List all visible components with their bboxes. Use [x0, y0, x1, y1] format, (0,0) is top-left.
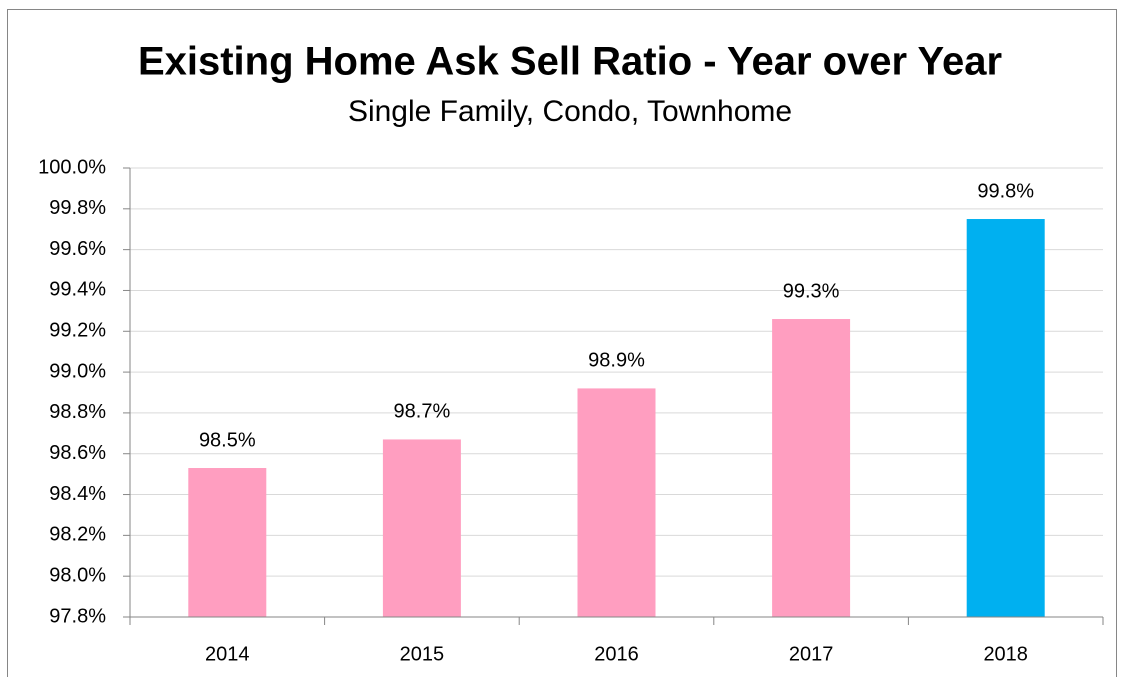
bar	[577, 388, 656, 617]
y-tick-label: 99.0%	[49, 360, 106, 382]
data-label: 98.7%	[394, 401, 451, 423]
y-tick-label: 98.2%	[49, 524, 106, 546]
bar	[188, 468, 267, 617]
chart-title: Existing Home Ask Sell Ratio - Year over…	[138, 40, 1002, 84]
y-tick-label: 99.2%	[49, 320, 106, 342]
x-tick-label: 2016	[594, 643, 639, 665]
chart-frame	[7, 9, 1117, 677]
bar	[772, 319, 851, 617]
data-label: 99.3%	[783, 280, 840, 302]
data-label: 98.5%	[199, 429, 256, 451]
y-tick-label: 100.0%	[38, 156, 106, 178]
y-tick-label: 98.4%	[49, 483, 106, 505]
data-label: 99.8%	[977, 180, 1034, 202]
bar	[966, 219, 1045, 618]
y-tick-label: 98.6%	[49, 442, 106, 464]
y-tick-label: 97.8%	[49, 605, 106, 627]
y-tick-label: 99.4%	[49, 279, 106, 301]
y-tick-label: 98.0%	[49, 564, 106, 586]
chart-subtitle: Single Family, Condo, Townhome	[348, 95, 792, 128]
y-tick-label: 98.8%	[49, 401, 106, 423]
x-tick-label: 2015	[400, 643, 445, 665]
x-tick-label: 2018	[983, 643, 1028, 665]
y-tick-label: 99.8%	[49, 197, 106, 219]
x-tick-label: 2017	[789, 643, 834, 665]
data-label: 98.9%	[588, 350, 645, 372]
y-tick-label: 99.6%	[49, 238, 106, 260]
bar	[382, 439, 461, 617]
x-tick-label: 2014	[205, 643, 250, 665]
